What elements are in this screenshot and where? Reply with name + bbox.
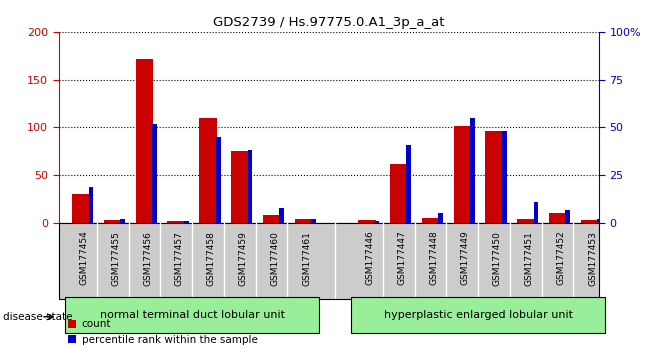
Bar	[72, 194, 90, 223]
Bar	[517, 219, 534, 223]
Bar	[438, 213, 443, 223]
Text: GSM177450: GSM177450	[493, 231, 502, 286]
Text: GSM177448: GSM177448	[429, 231, 438, 285]
Text: disease state: disease state	[3, 312, 73, 322]
Bar	[375, 221, 380, 223]
Text: GSM177449: GSM177449	[461, 231, 470, 285]
Bar	[422, 218, 439, 223]
Bar	[565, 210, 570, 223]
Text: hyperplastic enlarged lobular unit: hyperplastic enlarged lobular unit	[383, 310, 573, 320]
Text: GSM177451: GSM177451	[525, 231, 534, 286]
Legend: count, percentile rank within the sample: count, percentile rank within the sample	[64, 315, 262, 349]
Text: GSM177446: GSM177446	[366, 231, 374, 285]
Bar	[597, 219, 602, 223]
Bar	[279, 208, 284, 223]
Text: GSM177453: GSM177453	[588, 231, 597, 286]
Text: GSM177457: GSM177457	[175, 231, 184, 286]
Text: normal terminal duct lobular unit: normal terminal duct lobular unit	[100, 310, 284, 320]
Bar	[351, 297, 605, 333]
Bar	[502, 131, 506, 223]
Bar	[470, 118, 475, 223]
Bar	[184, 221, 189, 223]
Bar	[390, 164, 408, 223]
Text: GSM177461: GSM177461	[302, 231, 311, 286]
Bar	[295, 219, 312, 223]
Text: GSM177460: GSM177460	[270, 231, 279, 286]
Text: GSM177455: GSM177455	[111, 231, 120, 286]
Bar	[89, 187, 93, 223]
Bar	[581, 220, 598, 223]
Bar	[358, 220, 376, 223]
Bar	[199, 118, 217, 223]
Text: GSM177447: GSM177447	[397, 231, 406, 285]
Bar	[247, 150, 253, 223]
Text: GSM177452: GSM177452	[556, 231, 565, 285]
Bar	[167, 221, 185, 223]
Bar	[534, 202, 538, 223]
Bar	[120, 219, 125, 223]
Title: GDS2739 / Hs.97775.0.A1_3p_a_at: GDS2739 / Hs.97775.0.A1_3p_a_at	[213, 16, 445, 29]
Bar	[135, 59, 153, 223]
Bar	[311, 219, 316, 223]
Text: GSM177458: GSM177458	[206, 231, 215, 286]
Bar	[406, 145, 411, 223]
Bar	[215, 137, 221, 223]
Text: GSM177454: GSM177454	[79, 231, 89, 285]
Bar	[231, 152, 249, 223]
Bar	[454, 126, 471, 223]
Bar	[263, 215, 281, 223]
Bar	[104, 220, 121, 223]
Bar	[152, 124, 157, 223]
Bar	[485, 131, 503, 223]
Text: GSM177459: GSM177459	[238, 231, 247, 286]
Text: GSM177456: GSM177456	[143, 231, 152, 286]
Bar	[65, 297, 319, 333]
Bar	[549, 213, 566, 223]
